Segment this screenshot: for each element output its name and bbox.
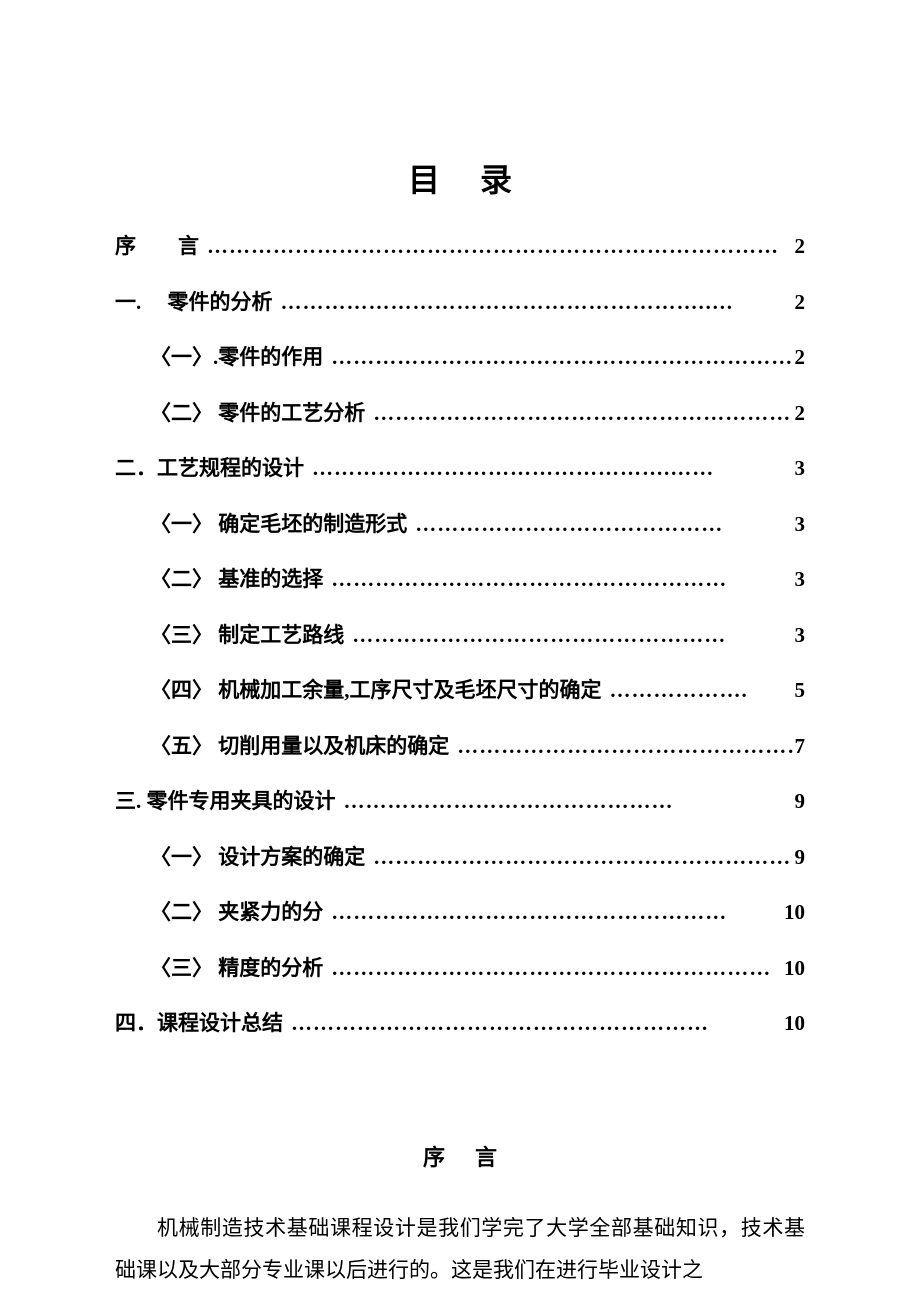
toc-entry-page: 9	[795, 786, 806, 818]
toc-entry-label: 〈二〉 零件的工艺分析	[150, 398, 365, 430]
toc-entry-label: 〈二〉 夹紧力的分	[150, 897, 323, 929]
preface-section: 序言 机械制造技术基础课程设计是我们学完了大学全部基础知识，技术基础课以及大部分…	[115, 1140, 805, 1291]
toc-entry: 〈五〉 切削用量以及机床的确定…………………………………………7	[150, 731, 805, 763]
toc-entry-label: 序 言	[115, 231, 199, 263]
toc-entry: 一. 零件的分析………………………………………………….….2	[115, 287, 805, 319]
toc-entry-label: 〈三〉 制定工艺路线	[150, 620, 344, 652]
toc-entry-dots: …………………………………………	[457, 731, 792, 763]
toc-entry: 〈一〉 设计方案的确定……………………………………………………9	[150, 842, 805, 874]
toc-entry-dots: ……………………………………………	[352, 620, 792, 652]
toc-entry: 〈二〉 基准的选择 ………………………………………………3	[150, 564, 805, 596]
toc-entry-label: 〈三〉 精度的分析	[150, 953, 323, 985]
toc-entry: 〈二〉 零件的工艺分析……………………………………………………2	[150, 398, 805, 430]
toc-entry-page: 7	[795, 731, 806, 763]
toc-entry-page: 3	[795, 564, 806, 596]
toc-entry-page: 5	[795, 675, 806, 707]
toc-container: 序 言……………………………………………………………………2一. 零件的分析………	[115, 231, 805, 1040]
toc-entry-label: 〈二〉 基准的选择	[150, 564, 323, 596]
toc-entry-dots: ……………………………………………………………………	[207, 231, 793, 263]
preface-body: 机械制造技术基础课程设计是我们学完了大学全部基础知识，技术基础课以及大部分专业课…	[115, 1207, 805, 1291]
toc-entry-label: 二．工艺规程的设计	[115, 453, 304, 485]
toc-entry-page: 9	[795, 842, 806, 874]
toc-entry-page: 2	[795, 287, 806, 319]
preface-title: 序言	[115, 1140, 805, 1172]
toc-entry: 〈四〉 机械加工余量,工序尺寸及毛坯尺寸的确定……………….5	[150, 675, 805, 707]
toc-entry-label: 〈一〉 确定毛坯的制造形式	[150, 509, 407, 541]
toc-entry-page: 2	[795, 398, 806, 430]
toc-entry-label: 〈一〉.零件的作用	[150, 342, 323, 374]
toc-entry: 〈一〉.零件的作用…………………………………………………………2	[150, 342, 805, 374]
toc-entry-dots: ……………………………………	[415, 509, 792, 541]
toc-entry-dots: ………………………………………	[344, 786, 793, 818]
toc-entry-dots: ………………………………………………	[331, 564, 792, 596]
toc-entry: 序 言……………………………………………………………………2	[115, 231, 805, 263]
toc-entry-label: 四．课程设计总结	[115, 1008, 283, 1040]
toc-entry-label: 三. 零件专用夹具的设计	[115, 786, 336, 818]
toc-entry-dots: ………………………………………….……	[312, 453, 793, 485]
toc-entry: 〈二〉 夹紧力的分………………………………………………10	[150, 897, 805, 929]
toc-title: 目录	[115, 155, 805, 201]
toc-entry-dots: …………………………………………………………	[331, 342, 792, 374]
toc-entry-page: 10	[784, 1008, 805, 1040]
toc-entry-page: 3	[795, 453, 806, 485]
toc-entry: 二．工艺规程的设计………………………………………….……3	[115, 453, 805, 485]
toc-entry-label: 〈一〉 设计方案的确定	[150, 842, 365, 874]
toc-entry: 〈三〉 精度的分析……………………………………………………10	[150, 953, 805, 985]
toc-entry: 四．课程设计总结 …………………………………………………10	[115, 1008, 805, 1040]
toc-entry-dots: ……………….	[610, 675, 793, 707]
toc-entry-dots: ……………………………………………………	[331, 953, 782, 985]
toc-entry-page: 2	[795, 342, 806, 374]
toc-entry-dots: …………………………………………………	[291, 1008, 782, 1040]
toc-entry-dots: ……………………………………………………	[373, 398, 792, 430]
toc-entry-page: 3	[795, 509, 806, 541]
toc-entry-label: 一. 零件的分析	[115, 287, 273, 319]
toc-entry-label: 〈五〉 切削用量以及机床的确定	[150, 731, 449, 763]
toc-entry: 〈一〉 确定毛坯的制造形式 ……………………………………3	[150, 509, 805, 541]
toc-entry-label: 〈四〉 机械加工余量,工序尺寸及毛坯尺寸的确定	[150, 675, 602, 707]
toc-entry: 三. 零件专用夹具的设计………………………………………9	[115, 786, 805, 818]
toc-entry-dots: ………………………………………………….….	[281, 287, 793, 319]
toc-entry-dots: ………………………………………………	[331, 897, 782, 929]
toc-entry: 〈三〉 制定工艺路线 ……………………………………………3	[150, 620, 805, 652]
toc-entry-page: 3	[795, 620, 806, 652]
toc-entry-page: 10	[784, 953, 805, 985]
toc-entry-page: 2	[795, 231, 806, 263]
toc-entry-dots: ……………………………………………………	[373, 842, 792, 874]
toc-entry-page: 10	[784, 897, 805, 929]
